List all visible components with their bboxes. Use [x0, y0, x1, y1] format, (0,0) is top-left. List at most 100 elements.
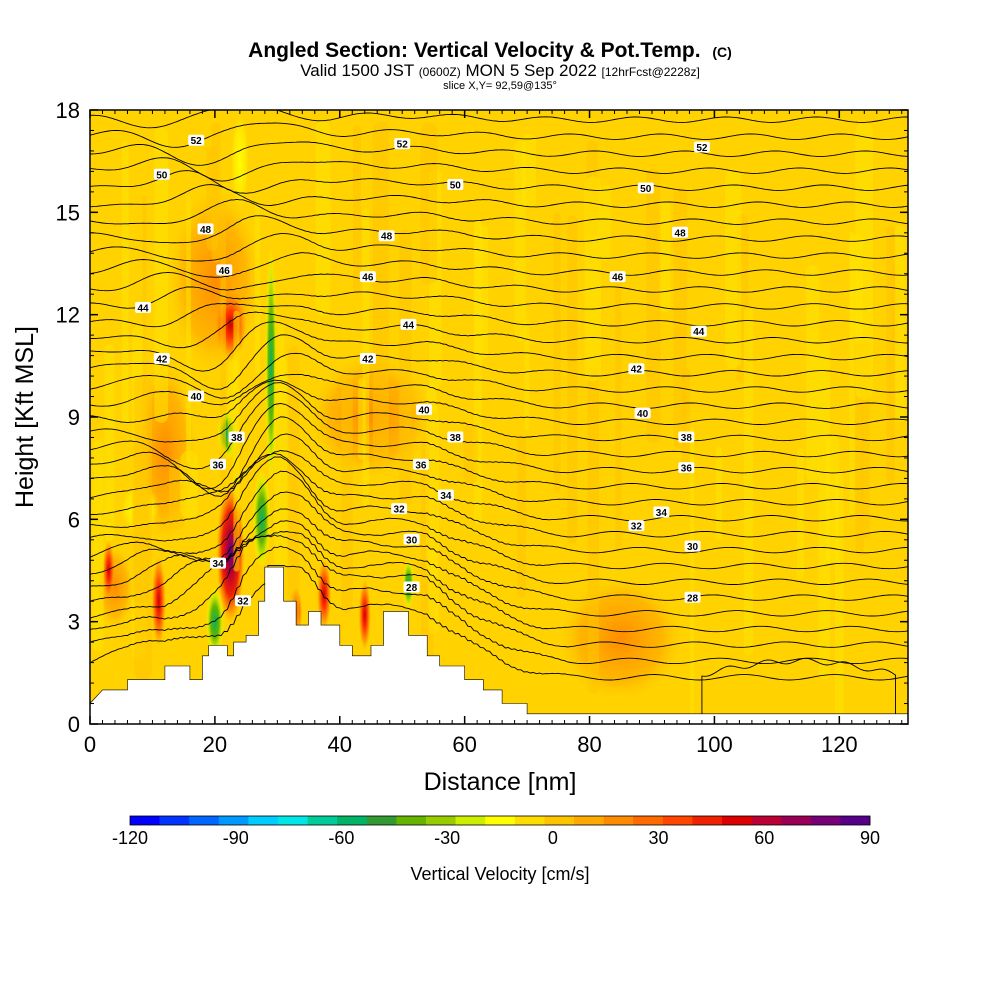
colorbar-tick-label: 30: [649, 828, 669, 848]
texture-stripe: [341, 371, 353, 613]
texture-stripe: [567, 215, 578, 544]
colorbar-swatch: [189, 816, 220, 825]
contour-label: 38: [678, 431, 695, 444]
isentrope-line: [90, 456, 908, 554]
contour-label: 48: [378, 230, 395, 243]
texture-stripe: [895, 225, 905, 423]
texture-stripe: [254, 201, 261, 375]
contour-label: 44: [135, 301, 152, 314]
y-tick-label: 9: [68, 405, 80, 430]
y-tick-label: 18: [56, 98, 80, 123]
isentrope-line: [90, 122, 908, 148]
colorbar-swatch: [130, 816, 160, 825]
colorbar-tick-label: -60: [328, 828, 354, 848]
texture-stripe: [142, 196, 147, 466]
texture-stripe: [855, 123, 874, 401]
isentrope-line: [90, 470, 908, 570]
contour-label: 46: [216, 264, 233, 277]
contour-label: 42: [628, 363, 645, 376]
texture-stripe: [797, 447, 804, 580]
texture-stripe: [806, 265, 820, 482]
texture-stripe: [104, 344, 115, 542]
svg-text:34: 34: [656, 508, 668, 519]
contour-label: 38: [447, 431, 464, 444]
contour-label: 28: [684, 591, 701, 604]
contour-label: 48: [672, 226, 689, 239]
svg-text:30: 30: [687, 542, 699, 553]
x-tick-label: 60: [452, 732, 476, 757]
contour-label: 28: [403, 581, 420, 594]
isentrope-line: [90, 508, 908, 601]
x-tick-label: 40: [328, 732, 352, 757]
velocity-field: 52 52 52 50 50 50 48 48 48 46 46 46 44 44 44 42 42 42 40 40…: [90, 110, 908, 724]
colorbar-swatch: [218, 816, 249, 825]
colorbar-swatch: [159, 816, 190, 825]
isentrope-line: [90, 390, 908, 470]
svg-text:28: 28: [687, 593, 699, 604]
isentrope-line: [90, 520, 908, 617]
y-tick-label: 12: [56, 303, 80, 328]
contour-label: 46: [609, 271, 626, 284]
contour-label: 34: [653, 506, 670, 519]
contour-label: 52: [188, 134, 205, 147]
colorbar-swatch: [781, 816, 812, 825]
svg-text:42: 42: [362, 355, 374, 366]
colorbar-swatch: [751, 816, 782, 825]
title-slice: slice X,Y= 92,59@135°: [443, 80, 557, 92]
colorbar-swatch: [455, 816, 486, 825]
strong-updraft: [214, 289, 247, 360]
contour-label: 46: [359, 271, 376, 284]
svg-text:44: 44: [693, 327, 705, 338]
isentrope-line: [90, 110, 908, 129]
colorbar-swatch: [278, 816, 308, 825]
svg-text:50: 50: [450, 181, 462, 192]
isentrope-line: [90, 452, 908, 538]
isentrope-line: [90, 157, 908, 182]
colorbar-tick-label: 0: [548, 828, 558, 848]
contour-label: 50: [447, 179, 464, 192]
texture-stripe: [220, 201, 226, 480]
contour-label: 42: [153, 353, 170, 366]
texture-stripe: [514, 140, 526, 342]
colorbar-label: Vertical Velocity [cm/s]: [410, 864, 589, 884]
colorbar-swatch: [810, 816, 841, 825]
isentrope-line: [90, 233, 908, 262]
svg-text:32: 32: [394, 505, 406, 516]
svg-text:36: 36: [681, 464, 693, 475]
svg-text:30: 30: [406, 535, 418, 546]
svg-text:34: 34: [212, 559, 224, 570]
terrain: [90, 566, 908, 724]
contour-label: 32: [391, 503, 408, 516]
y-tick-label: 0: [68, 712, 80, 737]
colorbar-swatch: [662, 816, 693, 825]
svg-text:36: 36: [415, 460, 427, 471]
colorbar-swatch: [722, 816, 752, 825]
x-tick-label: 100: [696, 732, 733, 757]
chart-title: Angled Section: Vertical Velocity & Pot.…: [248, 39, 732, 92]
contour-label: 32: [628, 520, 645, 533]
isentrope-line: [90, 379, 908, 425]
texture-stripe: [315, 121, 331, 317]
title-valid: Valid 1500 JST: [300, 61, 414, 80]
x-tick-label: 20: [203, 732, 227, 757]
contour-label: 40: [188, 390, 205, 403]
texture-stripe: [287, 346, 300, 647]
isentrope-line: [90, 531, 908, 633]
svg-text:38: 38: [681, 433, 693, 444]
contour-label: 50: [637, 182, 654, 195]
svg-text:40: 40: [419, 406, 431, 417]
contour-label: 36: [412, 458, 429, 471]
title-forecast: [12hrFcst@2228z]: [602, 65, 700, 79]
contour-label: 30: [403, 533, 420, 546]
downdraft: [205, 586, 224, 657]
contour-label: 44: [690, 325, 707, 338]
title-main: Angled Section: Vertical Velocity & Pot.…: [248, 39, 700, 62]
isentrope-line: [90, 311, 908, 349]
texture-stripe: [584, 176, 602, 382]
svg-text:48: 48: [200, 225, 212, 236]
isentrope-line: [90, 374, 908, 409]
isentrope-line: [90, 564, 908, 681]
y-tick-label: 3: [68, 610, 80, 635]
title-utc: (0600Z): [419, 65, 461, 79]
colorbar-swatch: [396, 816, 427, 825]
